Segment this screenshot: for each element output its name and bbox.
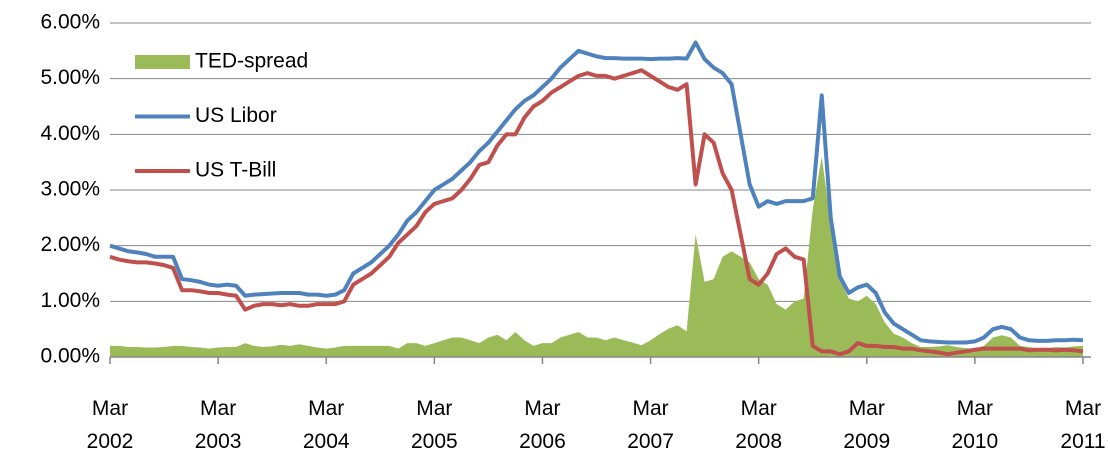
x-tick-label: Mar 2007: [627, 397, 674, 453]
legend-label: US T-Bill: [195, 159, 276, 182]
x-tick-label: Mar 2011: [1060, 397, 1105, 453]
legend-label: US Libor: [195, 104, 277, 127]
y-tick-label: 6.00%: [40, 11, 100, 34]
line: [109, 40, 1084, 345]
legend-swatch: [135, 55, 190, 69]
x-tick-label: Mar 2006: [519, 397, 566, 453]
line: [109, 68, 1084, 357]
x-tick-label: Mar 2005: [411, 397, 458, 453]
x-tick-label: Mar 2002: [87, 397, 134, 453]
area: [110, 156, 1083, 357]
legend-label: TED-spread: [195, 50, 308, 73]
x-tick-label: Mar 2008: [735, 397, 782, 453]
x-tick-label: Mar 2003: [195, 397, 242, 453]
y-tick-label: 2.00%: [40, 233, 100, 256]
x-tick-label: Mar 2004: [303, 397, 350, 453]
y-tick-label: 4.00%: [40, 122, 100, 145]
y-tick-label: 0.00%: [40, 345, 100, 368]
y-tick-label: 1.00%: [40, 289, 100, 312]
y-tick-label: 3.00%: [40, 178, 100, 201]
x-tick-label: Mar 2009: [843, 397, 890, 453]
x-tick-label: Mar 2010: [952, 397, 999, 453]
y-tick-label: 5.00%: [40, 66, 100, 89]
